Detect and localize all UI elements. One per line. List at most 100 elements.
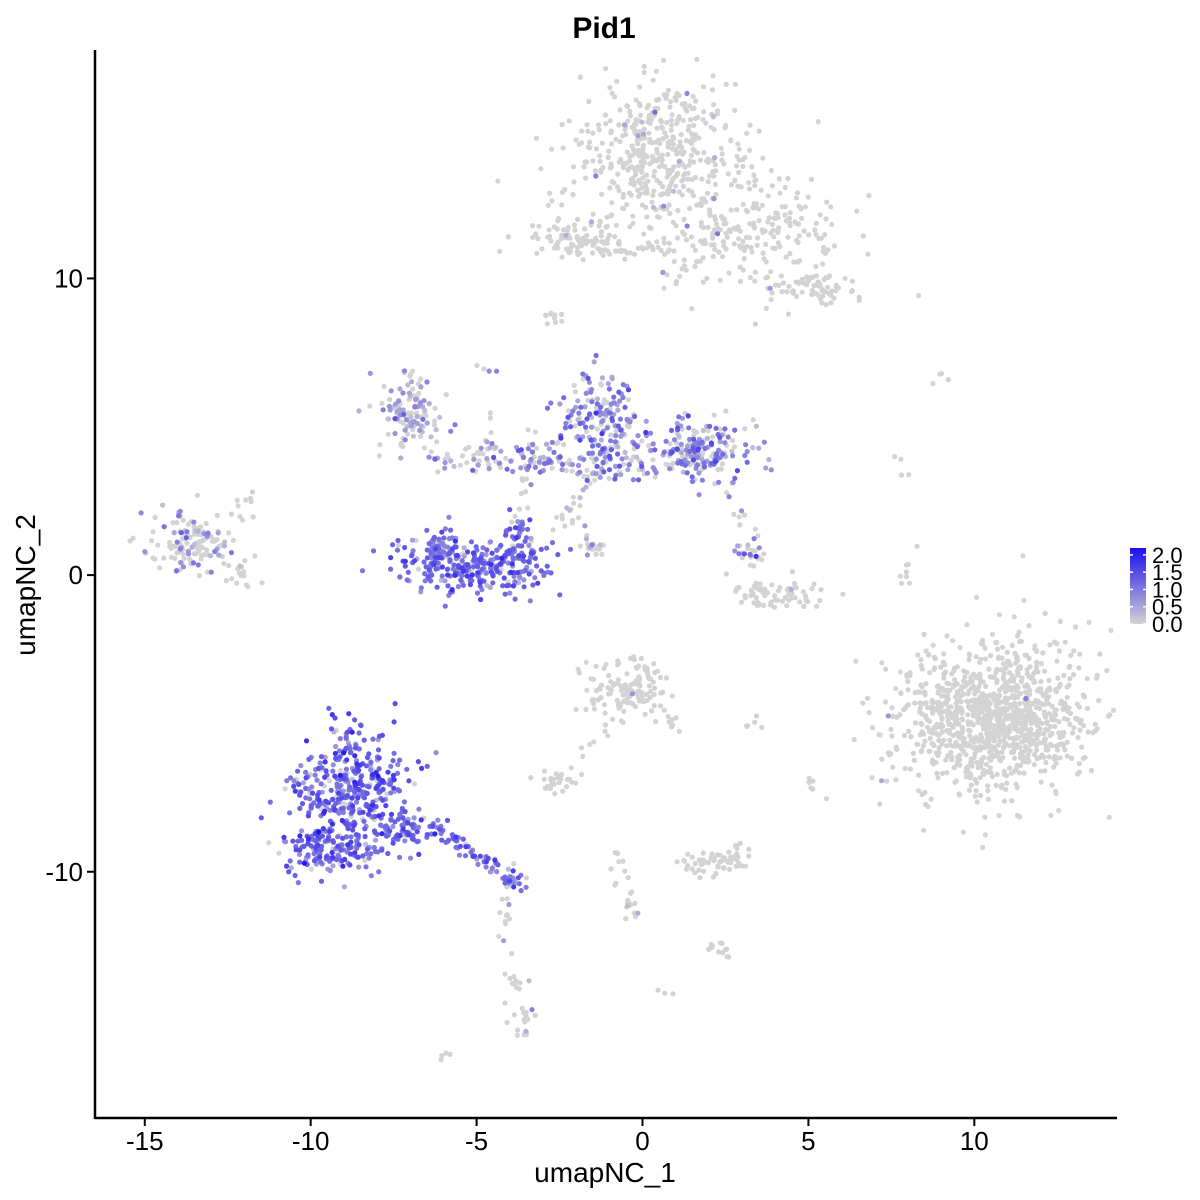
legend-colorbar bbox=[1130, 548, 1146, 624]
data-point bbox=[594, 463, 600, 469]
data-point bbox=[670, 219, 676, 225]
data-point bbox=[442, 460, 448, 466]
data-point bbox=[609, 200, 615, 206]
data-point bbox=[1070, 672, 1077, 678]
data-point bbox=[793, 279, 799, 285]
data-point bbox=[765, 193, 771, 199]
data-point bbox=[714, 111, 721, 117]
data-point bbox=[347, 750, 354, 756]
data-point bbox=[345, 825, 351, 832]
data-point bbox=[755, 533, 761, 539]
data-point bbox=[1002, 681, 1008, 687]
data-point bbox=[457, 843, 463, 850]
data-point bbox=[666, 719, 672, 725]
data-point bbox=[468, 539, 475, 545]
data-point bbox=[420, 404, 426, 410]
data-point bbox=[460, 582, 466, 588]
data-point bbox=[683, 237, 690, 243]
data-point bbox=[1048, 812, 1054, 819]
data-point bbox=[736, 584, 742, 591]
data-point bbox=[372, 848, 379, 855]
data-point bbox=[358, 722, 364, 729]
data-point bbox=[316, 797, 322, 803]
data-point bbox=[705, 859, 712, 866]
data-point bbox=[571, 222, 578, 228]
data-point bbox=[155, 542, 161, 548]
data-point bbox=[678, 132, 684, 138]
data-point bbox=[215, 530, 221, 536]
data-point bbox=[888, 726, 894, 733]
data-point bbox=[676, 158, 682, 164]
data-point bbox=[591, 701, 597, 707]
data-point bbox=[433, 427, 439, 433]
data-point bbox=[734, 845, 740, 851]
data-point bbox=[437, 414, 443, 420]
data-point bbox=[494, 869, 500, 875]
data-point bbox=[418, 376, 424, 382]
data-point bbox=[644, 214, 650, 220]
data-point bbox=[527, 517, 533, 523]
data-point bbox=[577, 250, 583, 256]
data-point bbox=[700, 427, 706, 434]
data-point bbox=[664, 119, 670, 126]
legend-tick-label: 1.5 bbox=[1152, 560, 1183, 585]
data-point bbox=[594, 426, 601, 432]
data-point bbox=[1012, 650, 1018, 657]
data-point bbox=[1019, 749, 1025, 755]
data-point bbox=[756, 217, 762, 224]
data-point bbox=[685, 863, 691, 869]
data-point bbox=[402, 809, 408, 815]
data-point bbox=[1024, 671, 1030, 677]
data-point bbox=[906, 580, 913, 586]
data-point bbox=[506, 901, 512, 908]
data-point bbox=[1022, 689, 1029, 695]
data-point bbox=[692, 137, 698, 143]
data-point bbox=[993, 711, 999, 717]
data-point bbox=[372, 837, 379, 843]
data-point bbox=[590, 158, 596, 164]
data-point bbox=[661, 449, 667, 455]
data-point bbox=[1038, 768, 1044, 774]
data-point bbox=[1011, 755, 1018, 761]
data-point bbox=[644, 190, 650, 196]
data-point bbox=[483, 859, 489, 865]
data-point bbox=[698, 238, 704, 244]
data-point bbox=[317, 854, 323, 860]
data-point bbox=[731, 225, 737, 231]
data-point bbox=[505, 866, 511, 872]
data-point bbox=[518, 465, 524, 471]
data-point bbox=[588, 424, 595, 430]
data-point bbox=[497, 464, 503, 470]
data-point bbox=[829, 288, 835, 294]
data-point bbox=[968, 756, 974, 762]
data-point bbox=[686, 187, 692, 193]
data-point bbox=[305, 813, 311, 819]
data-point bbox=[737, 522, 743, 528]
data-point bbox=[592, 168, 599, 174]
data-point bbox=[214, 512, 220, 519]
data-point bbox=[439, 529, 445, 535]
data-point bbox=[276, 850, 282, 856]
data-point bbox=[476, 458, 482, 464]
data-point bbox=[817, 597, 823, 604]
data-point bbox=[989, 631, 996, 638]
data-point bbox=[1017, 814, 1023, 820]
data-point bbox=[1032, 752, 1038, 758]
data-point bbox=[1024, 682, 1030, 688]
data-point bbox=[538, 568, 544, 574]
data-point bbox=[1035, 669, 1041, 675]
data-point bbox=[519, 543, 525, 549]
data-point bbox=[802, 593, 809, 599]
data-point bbox=[303, 795, 309, 801]
data-point bbox=[235, 503, 241, 509]
data-point bbox=[548, 310, 554, 316]
data-point bbox=[719, 461, 726, 467]
data-point bbox=[522, 567, 528, 574]
data-point bbox=[729, 448, 735, 455]
data-point bbox=[730, 479, 736, 486]
data-point bbox=[920, 743, 926, 749]
data-point bbox=[792, 582, 798, 588]
data-point bbox=[241, 573, 247, 579]
data-point bbox=[623, 684, 629, 690]
